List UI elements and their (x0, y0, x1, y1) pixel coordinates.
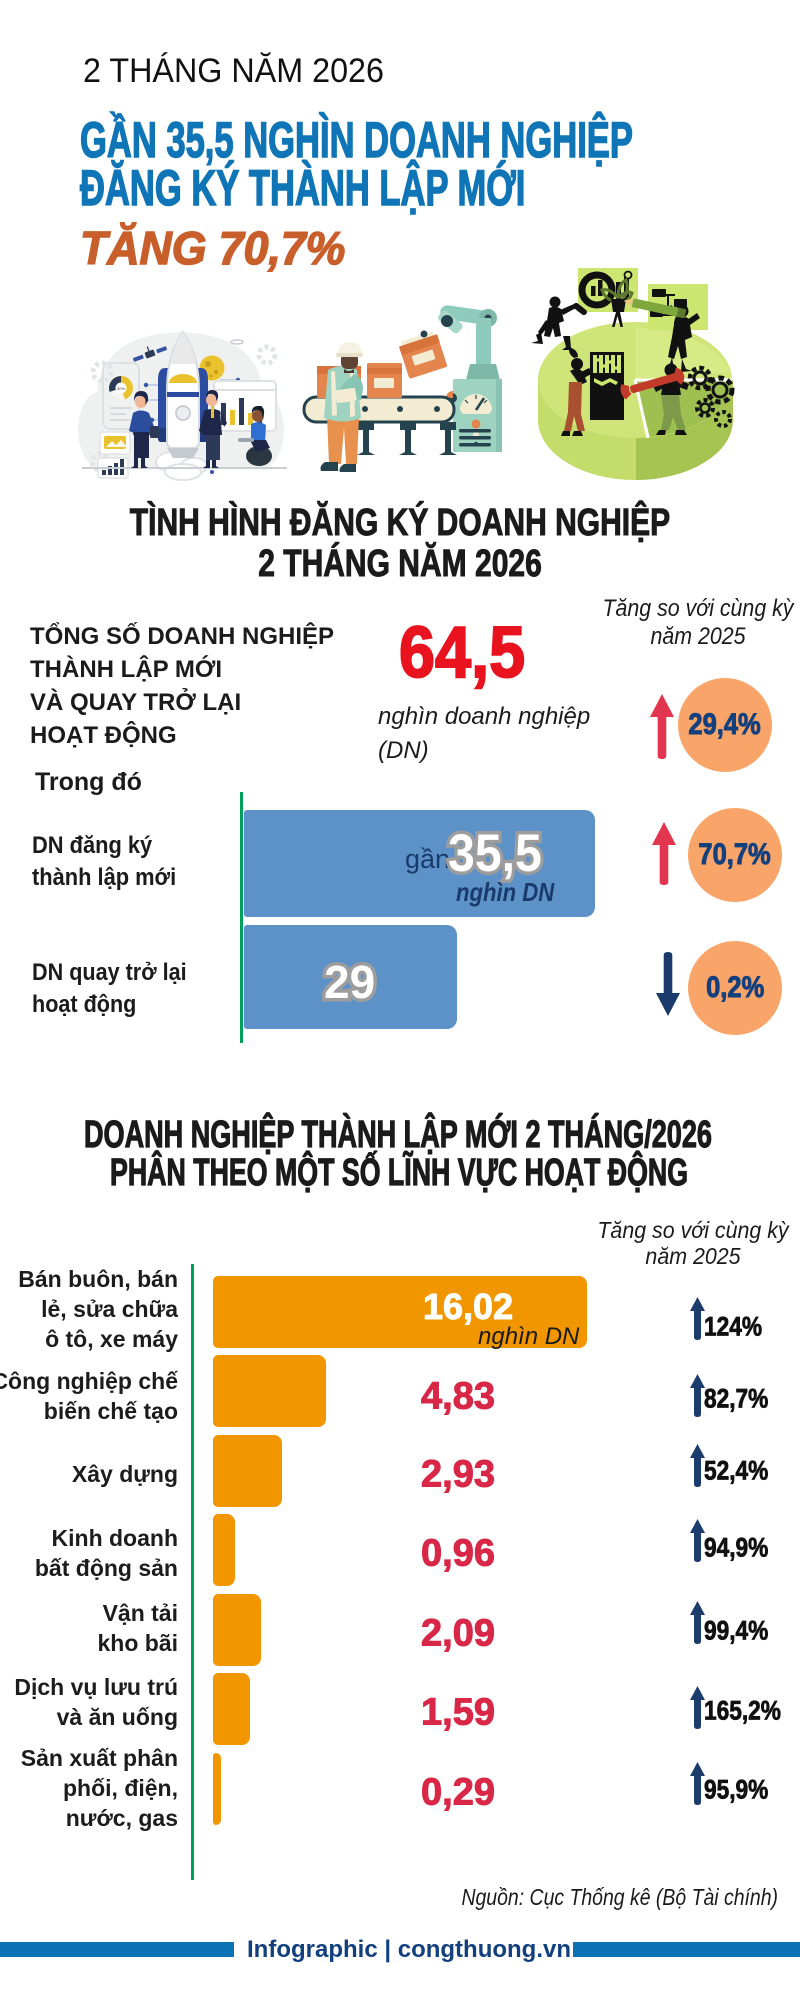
svg-text:30%: 30% (117, 386, 125, 391)
